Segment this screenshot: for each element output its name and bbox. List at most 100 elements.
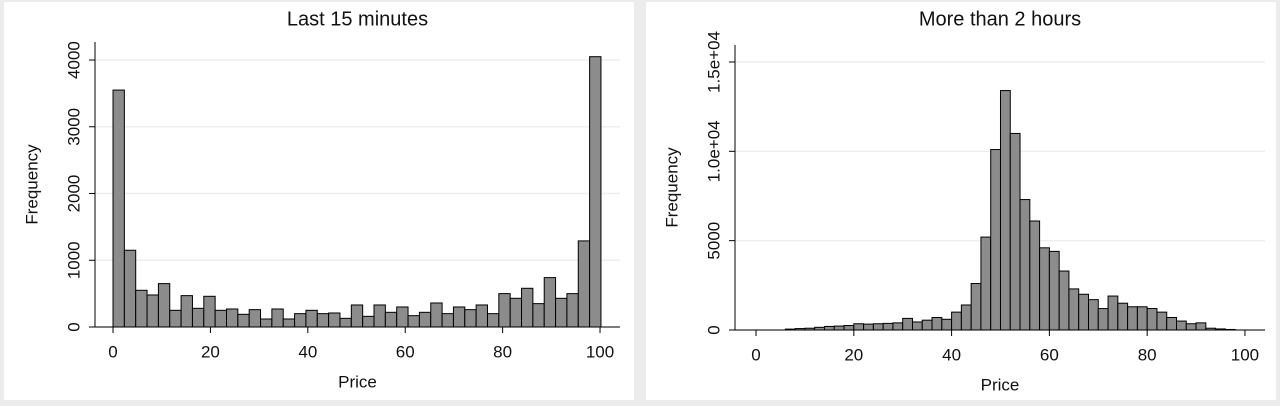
bar xyxy=(1156,311,1168,331)
panel xyxy=(646,2,1276,400)
bar xyxy=(853,323,865,331)
bar xyxy=(123,249,137,328)
x-axis-label: Price xyxy=(981,375,1020,394)
bar xyxy=(555,297,568,328)
bar xyxy=(1058,270,1070,331)
bar xyxy=(1039,247,1050,331)
bar xyxy=(863,323,874,331)
bar xyxy=(823,325,835,331)
bar xyxy=(225,308,239,328)
y-tick-label: 3000 xyxy=(64,108,83,146)
bar xyxy=(396,306,409,328)
bar xyxy=(980,236,992,331)
y-tick-label: 5000 xyxy=(704,222,723,260)
x-tick-label: 0 xyxy=(108,342,117,361)
bar xyxy=(373,304,386,328)
bar xyxy=(1048,250,1060,331)
bar xyxy=(577,240,591,328)
x-tick-label: 40 xyxy=(942,345,961,364)
bar xyxy=(833,325,845,331)
chart-title: Last 15 minutes xyxy=(287,8,428,30)
bar xyxy=(1078,293,1089,331)
bar xyxy=(911,321,923,331)
bar xyxy=(1019,199,1031,331)
bar xyxy=(135,289,148,328)
bar xyxy=(475,304,488,328)
bar xyxy=(892,322,904,331)
bar xyxy=(1176,320,1187,331)
bar xyxy=(486,313,500,328)
y-tick-label: 1000 xyxy=(64,241,83,279)
bar xyxy=(1117,302,1129,331)
bar xyxy=(180,295,193,328)
bar xyxy=(521,287,534,328)
y-tick-label: 1.5e+04 xyxy=(704,31,723,93)
bar xyxy=(384,311,398,328)
bar xyxy=(248,309,262,328)
bar xyxy=(203,295,216,328)
bar xyxy=(1107,295,1119,331)
bar xyxy=(1009,132,1021,331)
bar xyxy=(1166,316,1178,331)
bar xyxy=(169,309,182,328)
bar xyxy=(191,307,205,328)
bar xyxy=(430,302,443,328)
x-tick-label: 80 xyxy=(1138,345,1157,364)
bar xyxy=(1146,308,1158,331)
bar xyxy=(1068,288,1080,331)
x-tick-label: 20 xyxy=(844,345,863,364)
bar xyxy=(1087,299,1099,331)
bar xyxy=(970,283,982,331)
y-tick-label: 4000 xyxy=(64,41,83,79)
x-tick-label: 60 xyxy=(1040,345,1059,364)
bar xyxy=(566,293,579,328)
bar xyxy=(260,318,273,328)
bar xyxy=(589,56,602,328)
bar xyxy=(441,313,454,328)
y-tick-label: 2000 xyxy=(64,175,83,213)
x-tick-label: 60 xyxy=(396,342,415,361)
x-axis-label: Price xyxy=(338,372,377,391)
bar xyxy=(112,89,125,328)
bar xyxy=(872,323,884,331)
x-tick-label: 100 xyxy=(586,342,614,361)
x-tick-label: 40 xyxy=(298,342,317,361)
bar xyxy=(960,304,972,331)
y-tick-label: 1.0e+04 xyxy=(704,120,723,182)
bar xyxy=(509,297,523,328)
bar xyxy=(1029,220,1041,331)
chart-title: More than 2 hours xyxy=(919,8,1081,30)
bar xyxy=(328,312,341,328)
y-tick-label: 0 xyxy=(64,322,83,331)
bar xyxy=(999,90,1011,331)
bar xyxy=(271,308,284,328)
bar xyxy=(941,318,953,331)
bar xyxy=(1195,322,1207,331)
x-tick-label: 80 xyxy=(493,342,512,361)
bar xyxy=(498,293,511,328)
x-tick-label: 0 xyxy=(751,345,760,364)
bar xyxy=(931,316,943,331)
bar xyxy=(902,317,913,331)
bar xyxy=(362,315,375,328)
bar xyxy=(237,313,250,328)
x-tick-label: 100 xyxy=(1231,345,1259,364)
bar xyxy=(350,304,364,328)
bar xyxy=(418,311,432,328)
bar xyxy=(843,325,855,331)
bar xyxy=(532,303,545,328)
bar xyxy=(294,313,307,328)
bar xyxy=(990,149,1001,331)
bar xyxy=(452,306,466,328)
y-axis-label: Frequency xyxy=(22,144,41,225)
bar xyxy=(1185,323,1197,331)
bar xyxy=(316,313,330,328)
bar xyxy=(543,277,557,328)
bar xyxy=(464,309,477,328)
panel xyxy=(4,2,634,400)
bar xyxy=(305,309,318,328)
bar xyxy=(407,315,420,328)
bar xyxy=(157,283,171,328)
